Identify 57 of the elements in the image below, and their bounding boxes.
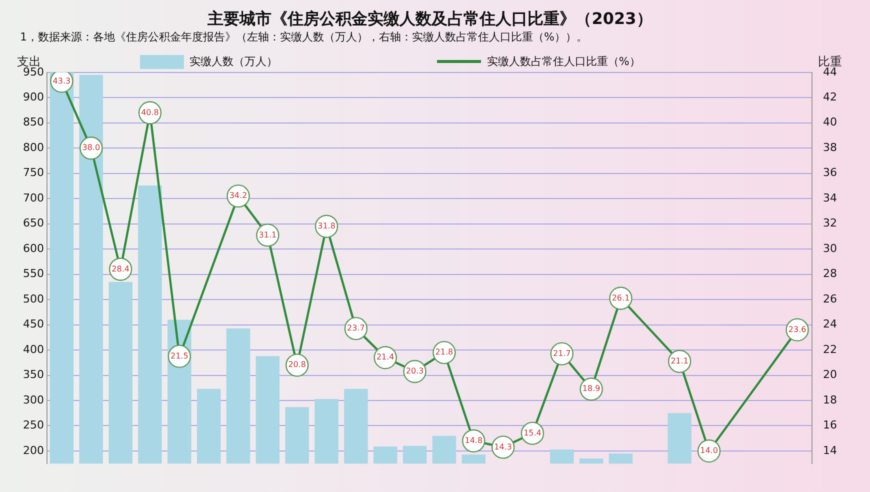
data-label: 23.7	[347, 324, 365, 333]
y-tick-label: 400	[22, 342, 44, 356]
y2-tick-label: 16	[823, 418, 838, 432]
y2-tick-label: 22	[823, 342, 838, 356]
data-label: 31.8	[318, 221, 336, 230]
data-label: 14.3	[494, 442, 512, 452]
data-label: 21.7	[553, 348, 571, 358]
y-tick-label: 800	[22, 140, 44, 154]
y2-tick-label: 26	[823, 292, 838, 306]
data-label: 23.6	[788, 324, 806, 334]
data-label: 38.0	[82, 143, 100, 152]
chart-title: 主要城市《住房公积金实缴人数及占常住人口比重》（2023）	[206, 8, 652, 28]
y2-tick-label: 34	[823, 191, 838, 204]
y-tick-label: 300	[22, 393, 44, 406]
y-tick-label: 350	[22, 368, 44, 382]
data-label: 20.8	[288, 360, 306, 370]
y2-tick-label: 32	[823, 216, 838, 230]
data-label: 40.8	[141, 108, 159, 117]
y-tick-label: 600	[22, 242, 44, 255]
data-label: 18.9	[582, 384, 600, 394]
y-tick-label: 250	[22, 418, 44, 432]
y-tick-label: 500	[22, 292, 44, 306]
data-label: 26.1	[612, 293, 630, 302]
y-tick-label: 700	[22, 191, 44, 204]
data-label: 14.8	[464, 436, 483, 445]
data-label: 21.8	[435, 348, 454, 357]
data-label: 43.3	[52, 76, 71, 86]
y2-tick-label: 42	[823, 90, 838, 104]
y2-tick-label: 18	[823, 393, 838, 406]
data-label: 21.4	[376, 352, 394, 362]
y-tick-label: 850	[22, 116, 44, 129]
data-label: 21.5	[170, 351, 188, 360]
data-label: 34.2	[229, 191, 248, 200]
legend-label: 实缴人数占常住人口比重（%）	[486, 54, 640, 69]
data-label: 31.1	[258, 230, 277, 240]
y-tick-label: 450	[22, 318, 44, 331]
y2-tick-label: 14	[823, 444, 838, 457]
y-axis-title: 支出	[16, 54, 41, 69]
y-tick-label: 750	[22, 166, 44, 180]
chart-subtitle: 1，数据来源：各地《住房公积金年度报告》（左轴：实缴人数（万人），右轴：实缴人数占常住人口比重（%））。	[20, 30, 588, 44]
y2-tick-label: 30	[823, 242, 838, 255]
y2-tick-label: 36	[823, 166, 838, 180]
data-label: 20.3	[406, 366, 424, 376]
data-label: 21.1	[670, 356, 689, 366]
data-label: 15.4	[524, 428, 542, 438]
data-label: 28.4	[112, 264, 130, 274]
y2-tick-label: 24	[823, 318, 838, 331]
y-tick-label: 200	[22, 444, 44, 457]
y-tick-label: 900	[22, 90, 44, 104]
data-label: 14.0	[700, 446, 718, 456]
y2-tick-label: 40	[823, 116, 838, 129]
y2-tick-label: 28	[823, 267, 838, 280]
y-tick-label: 550	[22, 267, 44, 280]
y-tick-label: 650	[22, 216, 44, 230]
y2-tick-label: 20	[823, 368, 838, 382]
legend-label: 实缴人数（万人）	[190, 54, 278, 69]
y2-tick-label: 38	[823, 140, 838, 154]
